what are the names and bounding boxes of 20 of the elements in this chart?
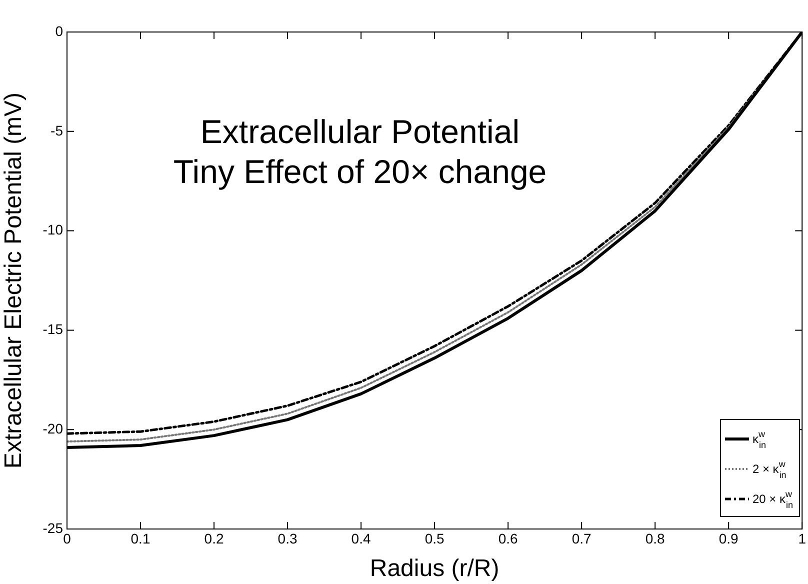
y-tick-label: -15 — [42, 321, 64, 338]
x-tick-label: 0.4 — [351, 530, 371, 546]
y-tick-label: -5 — [50, 122, 64, 138]
x-tick-label: 0.3 — [278, 530, 298, 546]
y-tick-label: -20 — [42, 420, 64, 436]
y-tick-label: -25 — [42, 520, 64, 536]
x-tick-label: 0.1 — [130, 530, 150, 546]
text: Tiny Effect of 20× change — [172, 152, 548, 192]
x-tick-label: 0.6 — [498, 530, 518, 546]
x-tick-label: 0.8 — [645, 530, 666, 546]
x-axis-title: Radius (r/R) — [370, 555, 500, 582]
y-tick-label: -10 — [42, 222, 64, 238]
text: Extracellular Potential — [199, 112, 521, 152]
x-tick-label: 0.7 — [572, 530, 592, 546]
y-tick-label: 0 — [55, 22, 64, 39]
x-tick-label: 1 — [798, 530, 806, 546]
x-tick-label: 0.2 — [204, 530, 224, 546]
x-tick-label: 0.9 — [718, 530, 739, 546]
x-tick-label: 0.5 — [424, 530, 444, 546]
y-axis-title: Extracellular Electric Potential (mV) — [0, 92, 28, 469]
